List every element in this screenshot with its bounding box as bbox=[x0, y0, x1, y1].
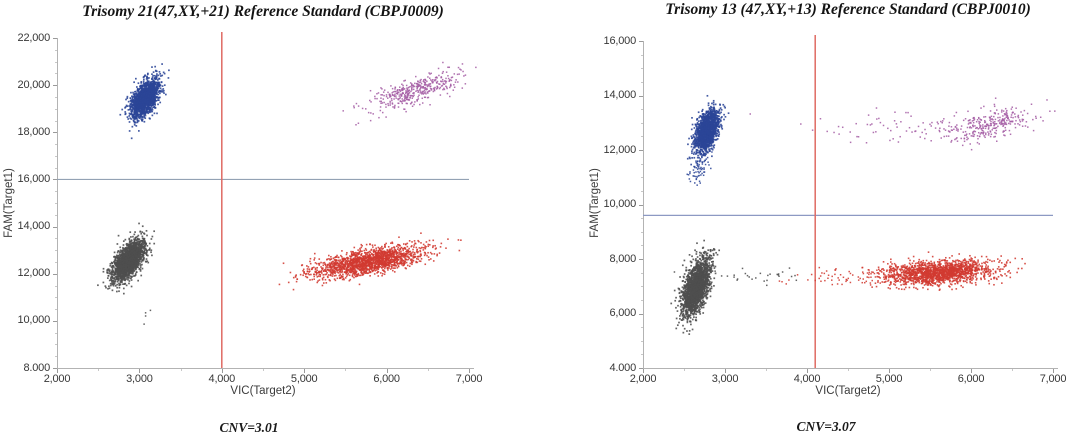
y-tick-label: 14,000 bbox=[17, 220, 51, 233]
x-tick-label: 2,000 bbox=[629, 373, 657, 385]
y-tick-label: 12,000 bbox=[17, 267, 51, 280]
x-axis-label-left: VIC(Target2) bbox=[230, 385, 296, 397]
y-tick-label: 10,000 bbox=[17, 314, 51, 327]
y-tick-label: 14,000 bbox=[603, 89, 637, 101]
y-tick-label: 8.000 bbox=[23, 361, 50, 374]
y-axis-label-right: FAM(Target1) bbox=[589, 168, 601, 238]
x-axis-label-right: VIC(Target2) bbox=[815, 385, 881, 397]
y-tick-label: 16,000 bbox=[17, 172, 51, 185]
x-tick-label: 5,000 bbox=[875, 373, 903, 385]
y-tick-label: 20,000 bbox=[17, 78, 51, 91]
y-axis-label-left: FAM(Target1) bbox=[3, 168, 15, 238]
x-tick-label: 3,000 bbox=[711, 373, 739, 385]
y-tick-label: 16,000 bbox=[603, 34, 637, 47]
x-tick-label: 4,000 bbox=[208, 373, 236, 385]
x-tick-label: 2,000 bbox=[43, 373, 71, 385]
chart-title-trisomy13: Trisomy 13 (47,XY,+13) Reference Standar… bbox=[665, 1, 1031, 18]
y-tick-label: 4.000 bbox=[609, 361, 636, 374]
x-tick-label: 7,000 bbox=[1039, 373, 1067, 385]
y-tick-label: 10,000 bbox=[603, 198, 637, 210]
x-tick-label: 3,000 bbox=[126, 373, 153, 385]
cnv-annotation-right: CNV=3.07 bbox=[796, 419, 856, 434]
x-tick-label: 5,000 bbox=[290, 373, 318, 385]
x-tick-label: 7,000 bbox=[455, 373, 483, 385]
y-tick-label: 8,000 bbox=[609, 252, 636, 265]
y-tick-label: 12,000 bbox=[603, 143, 637, 156]
x-tick-label: 6,000 bbox=[957, 373, 985, 385]
x-tick-label: 6,000 bbox=[373, 373, 400, 385]
x-tick-label: 4,000 bbox=[793, 373, 821, 385]
cnv-annotation-left: CNV=3.01 bbox=[219, 420, 279, 435]
y-tick-label: 6,000 bbox=[609, 307, 636, 319]
chart-title-trisomy21: Trisomy 21(47,XY,+21) Reference Standard… bbox=[82, 3, 444, 20]
y-tick-label: 18,000 bbox=[17, 125, 51, 138]
y-tick-label: 22,000 bbox=[17, 31, 51, 44]
